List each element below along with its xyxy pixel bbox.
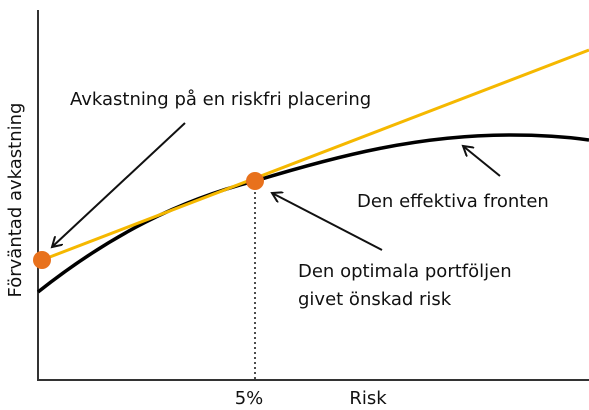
annotation: givet önskad risk	[298, 289, 452, 310]
annotation: Avkastning på en riskfri placering	[70, 89, 371, 110]
riskfree-point	[33, 251, 51, 269]
arrow	[463, 146, 501, 177]
x-tick-label: 5%	[235, 388, 264, 409]
annotation: Den effektiva fronten	[357, 191, 549, 212]
optimal-point	[246, 172, 264, 190]
annotation: Den optimala portföljen	[298, 261, 512, 282]
x-axis-label: Risk	[349, 388, 387, 409]
arrow	[272, 193, 383, 251]
arrow	[52, 122, 186, 247]
capital-market-line	[41, 48, 589, 262]
y-axis-label: Förväntad avkastning	[5, 103, 26, 298]
efficient-frontier	[36, 133, 589, 294]
